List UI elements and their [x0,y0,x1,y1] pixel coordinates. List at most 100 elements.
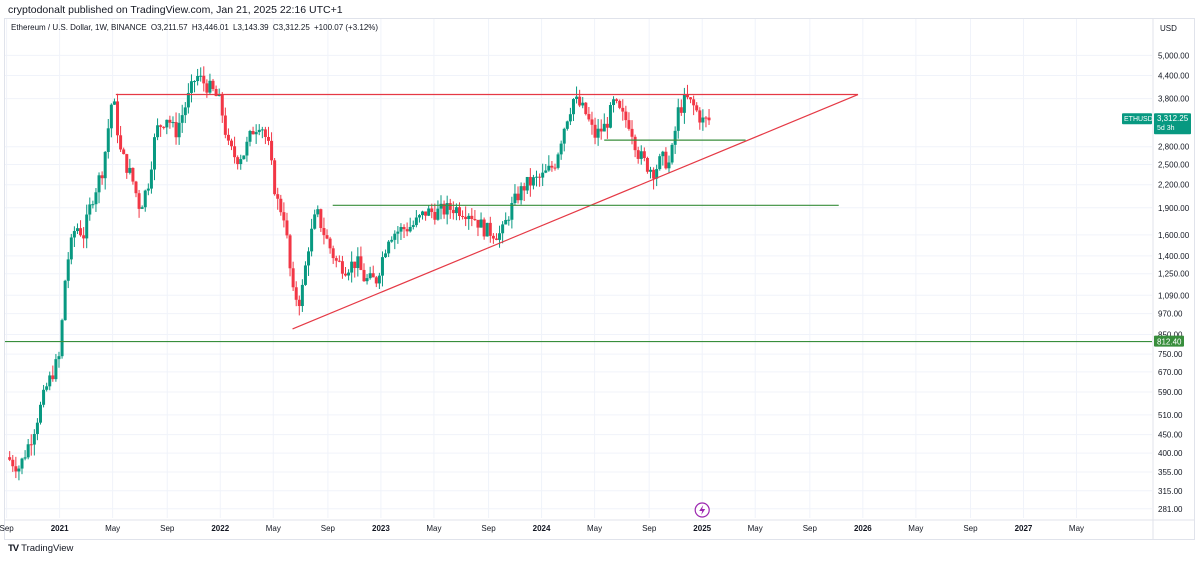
candle-body [156,125,160,138]
level-label: 812.40 [1154,335,1184,347]
price-value-badge [1154,113,1191,135]
candle-body [612,99,616,106]
level-label-text: 812.40 [1157,338,1182,347]
candle-body [639,151,643,159]
candle-body [667,162,671,169]
candle-body [128,167,132,173]
candle-body [501,224,505,234]
rising-trendline[interactable] [292,93,859,330]
price-tick-label: 315.00 [1158,487,1183,496]
candle-body [205,83,209,93]
candle-body [538,176,542,178]
candle-body [273,160,277,195]
candle-body [297,299,301,307]
time-tick-label: 2026 [854,524,872,533]
price-tick-label: 670.00 [1158,368,1183,377]
candle-body [310,228,314,252]
legend-change: +100.07 (+3.12%) [314,23,379,32]
candle-body [535,176,539,178]
legend-open: O3,211.57 [150,23,188,32]
candle-body [119,135,123,150]
candle-body [307,251,311,266]
price-axis[interactable]: USD 5,000.00 4,400.00 3,800.00 2,800.00 2,50… [1152,18,1190,540]
time-tick-label: 2023 [372,524,390,533]
candle-body [414,217,418,226]
candle-body [565,121,569,129]
candle-body [20,458,24,469]
candle-body [701,117,705,123]
time-tick-label: Sep [963,524,978,533]
candle-body [461,215,465,217]
time-tick-label: May [587,524,602,533]
candle-body [371,273,375,278]
candle-body [359,256,363,270]
candle-body [439,203,443,209]
candle-body [544,170,548,173]
candle-body [347,272,351,276]
candle-body [547,165,551,171]
candle-body [72,231,76,238]
countdown-text: 5d 3h [1157,125,1175,132]
candle-body [300,284,304,307]
candle-body [183,107,187,116]
candle-body [214,88,218,97]
time-tick-label: Sep [803,524,818,533]
candle-body [270,140,274,161]
candle-body [624,111,628,121]
candle-body [494,238,498,240]
candle-body [303,265,307,285]
candle-body [633,136,637,151]
time-tick-label: Sep [642,524,657,533]
candle-body [251,130,255,135]
candle-body [51,375,55,380]
candle-body [196,75,200,82]
price-tick-label: 355.00 [1158,468,1183,477]
candle-body [568,114,572,122]
price-tick-label: 3,800.00 [1158,95,1190,104]
legend-low: L3,143.39 [233,23,269,32]
time-axis[interactable]: Sep 2021 May Sep 2022 May Sep 2023 May Sep 2024 May… [0,519,1195,533]
candle-body [11,459,15,467]
tradingview-logo-icon: TV [8,543,19,554]
candle-body [384,253,388,258]
price-tick-label: 5,000.00 [1158,51,1190,60]
candle-body [211,80,215,89]
candle-body [23,457,27,459]
candle-body [627,120,631,129]
candle-body [257,129,261,133]
candle-body [29,444,33,446]
event-marker[interactable] [694,502,710,518]
candle-body [239,159,243,165]
candle-body [368,273,372,279]
candle-body [482,219,486,237]
candle-body [476,219,480,228]
candle-body [399,227,403,232]
candle-body [319,209,323,229]
candle-body [82,235,86,239]
candle-body [199,75,203,77]
candle-body [193,81,197,83]
candle-body [149,169,153,189]
candle-body [393,233,397,240]
candle-body [436,208,440,220]
candle-body [556,154,560,168]
time-tick-label: 2021 [51,524,69,533]
candle-body [590,119,594,125]
candle-body [106,128,110,152]
drawing-lines[interactable] [5,93,1152,343]
tradingview-footer[interactable]: TV TradingView [8,543,73,554]
candle-body [661,151,665,157]
candle-body [334,258,338,261]
candle-body [676,107,680,131]
candle-body [430,208,434,213]
candle-body [220,94,224,116]
candle-body [42,389,46,405]
candle-body [550,165,554,168]
time-tick-label: May [105,524,120,533]
candle-body [208,80,212,93]
tradingview-brand: TradingView [21,543,74,554]
candle-body [405,229,409,232]
candle-body [75,228,79,232]
candle-body [316,209,320,215]
